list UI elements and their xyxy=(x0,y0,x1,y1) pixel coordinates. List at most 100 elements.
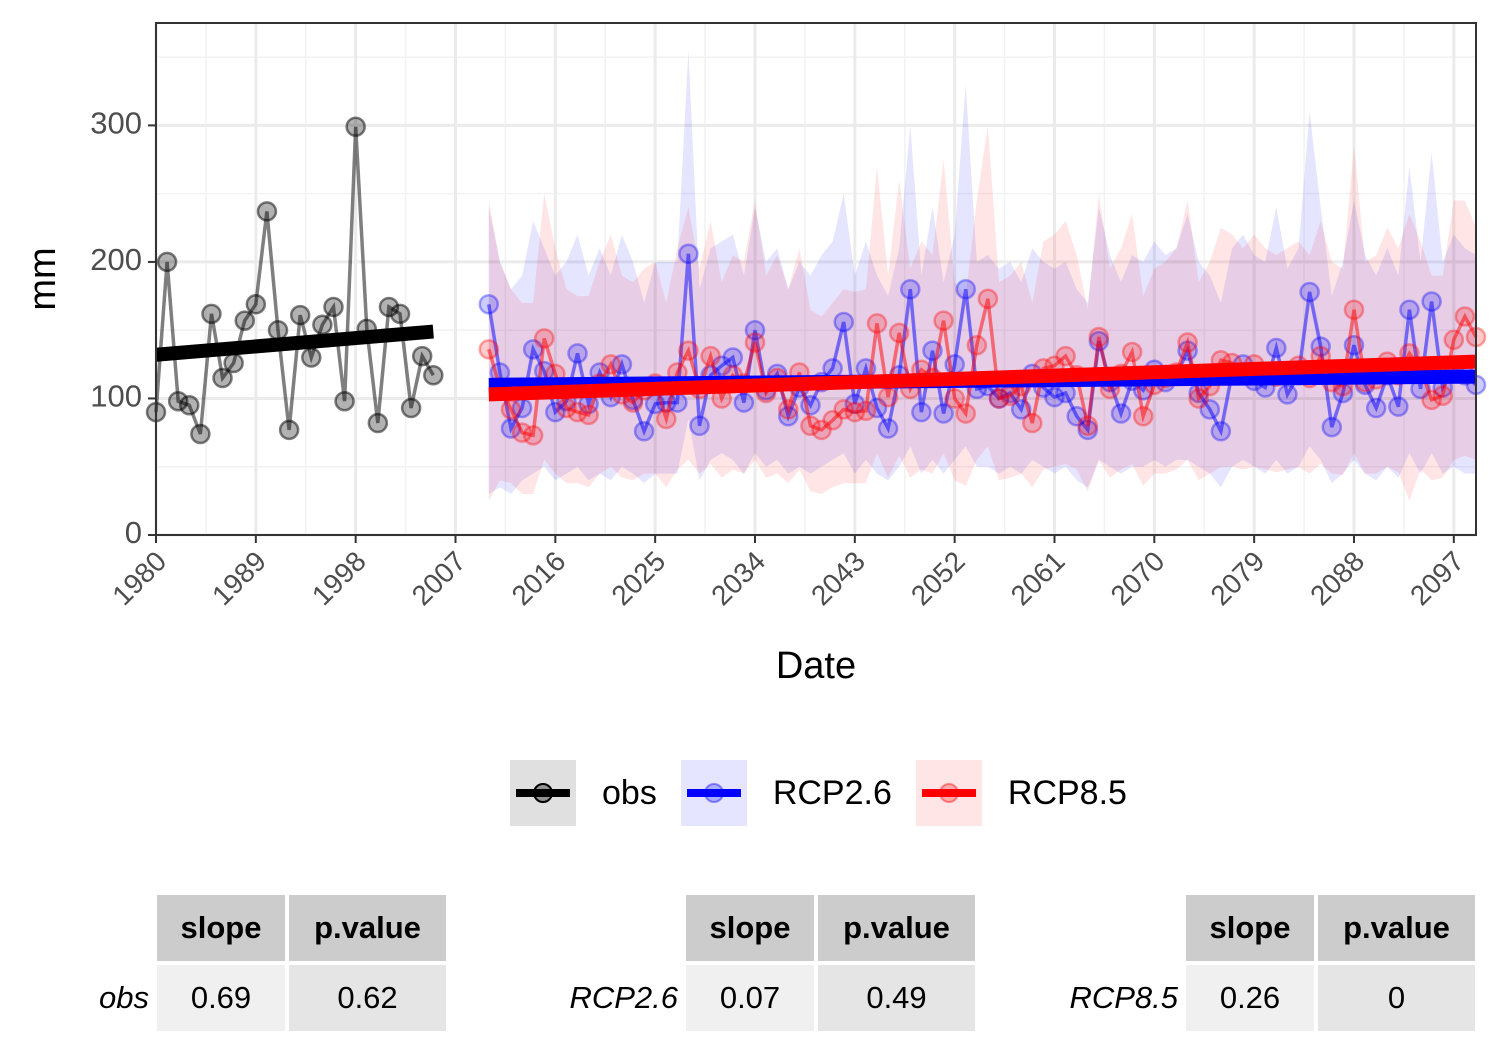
data-point-RCP8.5 xyxy=(933,310,954,331)
data-point-obs xyxy=(234,310,255,331)
x-axis-title: Date xyxy=(776,645,856,687)
data-point-RCP8.5 xyxy=(744,332,766,353)
data-point-RCP2.6 xyxy=(567,343,588,364)
data-point-RCP2.6 xyxy=(1266,337,1287,359)
data-point-obs xyxy=(411,345,433,367)
data-point-RCP8.5 xyxy=(866,313,888,334)
data-point-RCP2.6 xyxy=(955,278,976,300)
data-point-obs xyxy=(156,251,178,273)
data-point-RCP8.5 xyxy=(1121,341,1143,363)
table-cell-slope: 0.69 xyxy=(155,963,287,1033)
table-cell-pvalue: 0 xyxy=(1316,963,1477,1033)
data-point-RCP8.5 xyxy=(578,404,599,426)
x-tick-label: 2070 xyxy=(1105,545,1171,611)
data-point-RCP2.6 xyxy=(1044,386,1065,408)
panel-border xyxy=(155,22,1477,536)
data-point-RCP8.5 xyxy=(1343,299,1365,320)
data-point-RCP8.5 xyxy=(811,419,832,441)
data-point-obs xyxy=(245,294,267,315)
data-point-obs xyxy=(256,201,278,222)
x-tick-label: 1989 xyxy=(206,545,272,611)
y-tick-label: 100 xyxy=(90,379,142,414)
data-point-obs xyxy=(301,347,322,368)
series-line-obs xyxy=(154,126,435,435)
data-point-obs xyxy=(167,390,189,412)
table-corner xyxy=(540,893,684,963)
data-point-RCP8.5 xyxy=(656,408,677,430)
data-point-RCP8.5 xyxy=(478,339,500,360)
data-point-RCP2.6 xyxy=(822,358,843,379)
data-point-RCP8.5 xyxy=(833,399,854,420)
x-tick-label: 2097 xyxy=(1404,545,1470,611)
x-tick-label: 2034 xyxy=(705,545,771,611)
data-point-RCP8.5 xyxy=(977,288,999,310)
data-point-RCP8.5 xyxy=(1088,326,1110,348)
data-point-RCP8.5 xyxy=(800,415,821,437)
data-point-RCP8.5 xyxy=(1022,412,1043,434)
data-point-obs xyxy=(323,296,344,318)
data-point-obs xyxy=(423,365,444,386)
data-point-obs xyxy=(223,352,244,374)
data-point-RCP2.6 xyxy=(1299,281,1320,303)
table-header-slope: slope xyxy=(684,893,816,963)
data-point-RCP2.6 xyxy=(611,354,633,375)
stats-table-rcp26: slope p.value RCP2.6 0.07 0.49 xyxy=(540,893,977,1033)
band-RCP8.5 xyxy=(488,125,1476,501)
legend-item-rcp26: RCP2.6 xyxy=(680,760,892,826)
table-cell-pvalue: 0.49 xyxy=(816,963,977,1033)
stats-table-obs: slope p.value obs 0.69 0.62 xyxy=(40,893,448,1033)
legend-label-rcp26: RCP2.6 xyxy=(772,773,892,812)
data-point-RCP2.6 xyxy=(900,278,921,300)
data-point-RCP8.5 xyxy=(533,328,555,349)
data-point-obs xyxy=(179,395,200,416)
table-cell-slope: 0.26 xyxy=(1184,963,1316,1033)
data-point-RCP8.5 xyxy=(1177,332,1198,353)
legend-label-rcp85: RCP8.5 xyxy=(1007,773,1127,812)
data-point-RCP8.5 xyxy=(966,334,988,356)
data-point-RCP8.5 xyxy=(778,399,799,420)
data-point-RCP2.6 xyxy=(689,415,710,437)
table-cell-pvalue: 0.62 xyxy=(287,963,448,1033)
data-point-obs xyxy=(267,319,289,341)
data-point-RCP8.5 xyxy=(1454,306,1476,327)
x-tick-label: 2052 xyxy=(905,545,971,611)
data-point-RCP8.5 xyxy=(1055,345,1076,367)
data-point-RCP2.6 xyxy=(633,420,655,442)
legend-key-rcp85 xyxy=(915,760,982,826)
table-header-pvalue: p.value xyxy=(287,893,448,963)
table-row-name: RCP8.5 xyxy=(1069,980,1178,1015)
data-point-RCP8.5 xyxy=(522,425,544,446)
table-corner xyxy=(1040,893,1184,963)
data-point-RCP8.5 xyxy=(822,410,843,431)
data-point-RCP2.6 xyxy=(1399,299,1420,320)
legend-item-rcp85: RCP8.5 xyxy=(915,760,1127,826)
data-point-RCP2.6 xyxy=(877,418,899,439)
table-row-name: RCP2.6 xyxy=(569,980,678,1015)
data-point-RCP2.6 xyxy=(1110,403,1132,424)
x-tick-label: 2088 xyxy=(1304,545,1370,611)
data-point-obs xyxy=(289,304,311,326)
data-point-RCP8.5 xyxy=(511,422,533,443)
data-point-RCP2.6 xyxy=(1388,396,1409,417)
data-point-RCP8.5 xyxy=(1421,389,1442,411)
table-header-pvalue: p.value xyxy=(1316,893,1477,963)
y-tick-label: 300 xyxy=(90,106,142,141)
data-point-RCP2.6 xyxy=(1321,416,1343,438)
y-axis-title: mm xyxy=(22,247,64,310)
data-point-RCP2.6 xyxy=(1277,384,1298,405)
table-header-slope: slope xyxy=(1184,893,1316,963)
legend-item-obs: obs xyxy=(510,760,657,826)
x-tick-label: 2043 xyxy=(805,545,871,611)
table-header-pvalue: p.value xyxy=(816,893,977,963)
data-point-RCP2.6 xyxy=(722,347,744,368)
x-tick-label: 2061 xyxy=(1005,545,1071,611)
data-point-RCP8.5 xyxy=(1132,405,1154,427)
data-point-RCP2.6 xyxy=(1210,420,1232,442)
data-point-RCP8.5 xyxy=(678,340,699,361)
x-tick-label: 1980 xyxy=(106,545,172,611)
data-point-RCP2.6 xyxy=(1199,399,1221,420)
legend-key-rcp26 xyxy=(680,760,747,826)
legend-key-obs xyxy=(510,760,576,826)
data-point-RCP8.5 xyxy=(500,399,522,420)
plot-panel xyxy=(156,23,1476,535)
